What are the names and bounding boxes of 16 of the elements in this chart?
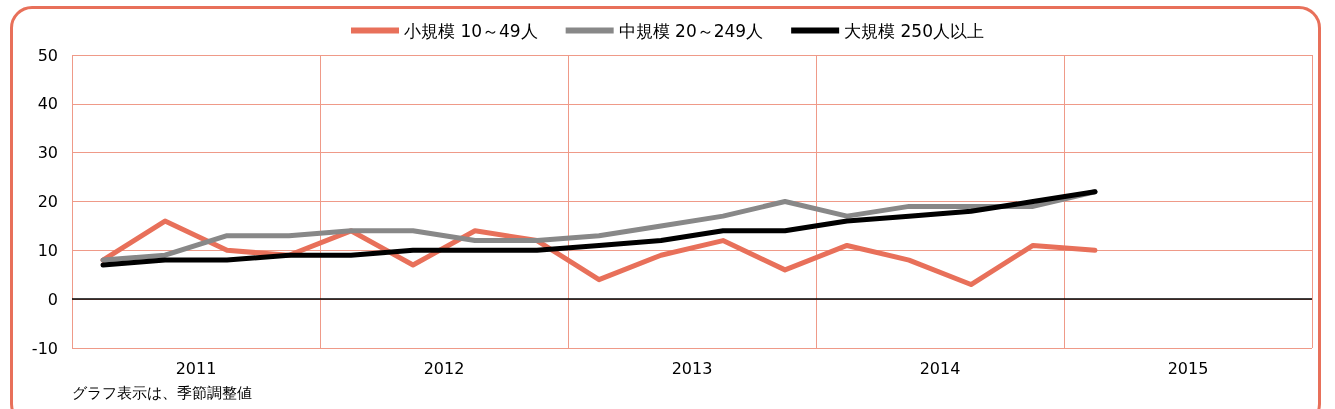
x-tick-label: 2013 bbox=[671, 358, 713, 378]
y-tick-label: 10 bbox=[37, 240, 58, 260]
legend-label: 小規模 10～49人 bbox=[404, 20, 538, 41]
x-tick-label: 2015 bbox=[1167, 358, 1209, 378]
x-tick-label: 2011 bbox=[175, 358, 217, 378]
legend-label: 大規模 250人以上 bbox=[844, 20, 985, 41]
y-tick-label: 50 bbox=[37, 45, 58, 65]
x-tick-label: 2014 bbox=[919, 358, 961, 378]
y-tick-label: 40 bbox=[37, 94, 58, 114]
y-tick-label: -10 bbox=[31, 338, 58, 358]
text: グラフ表示は、季節調整値 bbox=[72, 383, 252, 402]
legend-label: 中規模 20～249人 bbox=[618, 20, 764, 41]
y-tick-label: 0 bbox=[47, 289, 58, 309]
y-tick-label: 30 bbox=[37, 143, 58, 163]
y-tick-label: 20 bbox=[37, 192, 58, 211]
x-tick-label: 2012 bbox=[423, 358, 465, 378]
